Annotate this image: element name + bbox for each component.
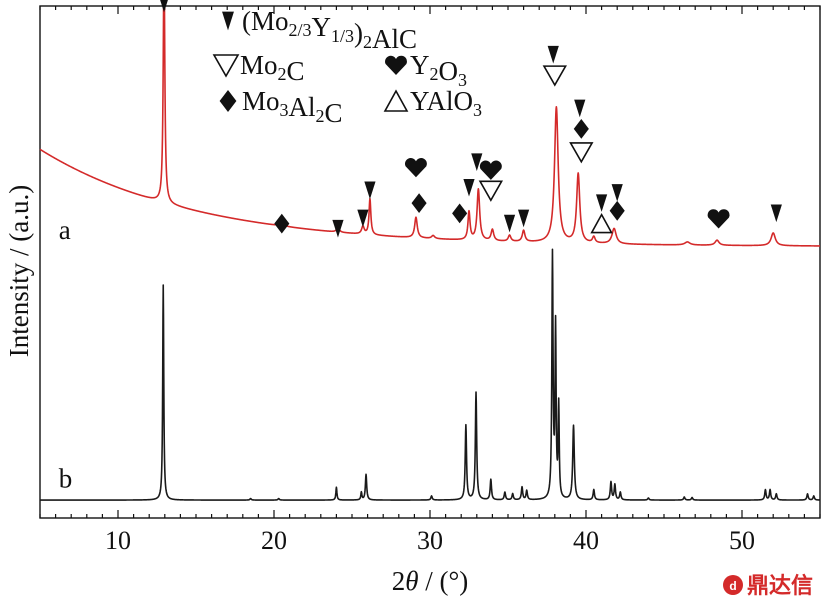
filled-down-triangle-icon: [547, 45, 559, 64]
filled-down-triangle-icon: [332, 219, 344, 238]
x-tick-label: 10: [105, 526, 131, 555]
filled-down-triangle-icon: [574, 99, 586, 118]
filled-down-triangle-icon: [222, 11, 234, 31]
x-axis-label: 2θ / (°): [392, 566, 469, 596]
diamond-icon: [274, 213, 290, 234]
legend-subscript: 2/3: [289, 20, 312, 40]
legend-entry: Mo3Al2C: [242, 86, 343, 128]
x-tick-label: 40: [573, 526, 599, 555]
open-up-triangle-icon: [383, 89, 409, 112]
open-up-triangle-icon: [590, 212, 613, 234]
legend-subscript: 3: [458, 70, 467, 90]
series-a-line: [39, 0, 821, 247]
filled-down-triangle-icon: [770, 204, 782, 223]
open-down-triangle-icon: [542, 65, 567, 87]
series-label-b: b: [59, 463, 73, 493]
watermark: d 鼎达信: [723, 573, 813, 598]
x-tick-label: 50: [729, 526, 755, 555]
x-axis-label-symbol: θ: [405, 566, 418, 596]
watermark-logo-icon: [723, 575, 743, 595]
legend-entry: Y2O3: [410, 50, 467, 90]
legend-text: Mo: [240, 50, 278, 80]
filled-down-triangle-icon: [611, 184, 623, 202]
filled-down-triangle-icon: [160, 0, 168, 13]
legend-subscript: 3: [280, 100, 289, 120]
y-axis-label: Intensity / (a.u.): [4, 185, 34, 357]
watermark-text: 鼎达信: [747, 573, 813, 598]
x-tick-label: 20: [261, 526, 287, 555]
filled-down-triangle-icon: [471, 153, 483, 171]
legend-entry: YAlO3: [410, 86, 482, 120]
filled-down-triangle-icon: [503, 214, 516, 233]
legend-subscript: 2: [430, 64, 439, 84]
legend-text: C: [287, 56, 305, 86]
diamond-icon: [452, 203, 468, 224]
legend-subscript: 1/3: [331, 26, 354, 46]
filled-down-triangle-icon: [518, 209, 530, 228]
filled-down-triangle-icon: [463, 178, 475, 197]
series-label-a: a: [59, 215, 71, 245]
diamond-icon: [573, 118, 589, 139]
legend-entry: (Mo2/3Y1/3)2AlC: [242, 6, 417, 54]
legend-text: AlC: [372, 24, 417, 54]
open-down-triangle-icon: [478, 180, 504, 202]
legend-subscript: 3: [473, 100, 482, 120]
legend-text: Y: [410, 50, 430, 80]
legend-text: Mo: [242, 86, 280, 116]
legend-entry: Mo2C: [240, 50, 305, 86]
axis-labels: Intensity / (a.u.) 2θ / (°): [4, 185, 468, 596]
heart-icon: [385, 55, 407, 75]
filled-down-triangle-icon: [596, 194, 608, 212]
filled-down-triangle-icon: [357, 209, 369, 228]
peak-markers: [160, 0, 782, 238]
legend-subscript: 2: [363, 32, 372, 52]
legend-text: Al: [289, 92, 316, 122]
x-axis-label-suffix: / (°): [418, 566, 468, 596]
diamond-icon: [411, 193, 427, 214]
heart-icon: [479, 160, 502, 180]
legend-text: (Mo: [242, 6, 289, 36]
heart-icon: [707, 209, 730, 229]
legend-text: Y: [312, 12, 332, 42]
filled-down-triangle-icon: [364, 181, 376, 200]
x-axis-label-prefix: 2: [392, 566, 406, 596]
plot-axes: 10 20 30 40 50: [39, 5, 821, 555]
heart-icon: [404, 158, 427, 178]
open-down-triangle-icon: [212, 54, 240, 78]
legend-text: C: [325, 98, 343, 128]
diamond-icon: [219, 90, 237, 112]
diffraction-curves: ab: [39, 0, 821, 501]
open-down-triangle-icon: [569, 142, 594, 164]
legend-subscript: 2: [316, 106, 325, 126]
x-tick-label: 30: [417, 526, 443, 555]
legend-subscript: 2: [278, 64, 287, 84]
legend-text: YAlO: [410, 86, 473, 116]
diamond-icon: [609, 200, 625, 221]
legend-text: ): [354, 18, 363, 48]
series-b-line: [39, 248, 821, 501]
watermark-logo-glyph: d: [729, 579, 736, 593]
legend-text: O: [439, 56, 459, 86]
